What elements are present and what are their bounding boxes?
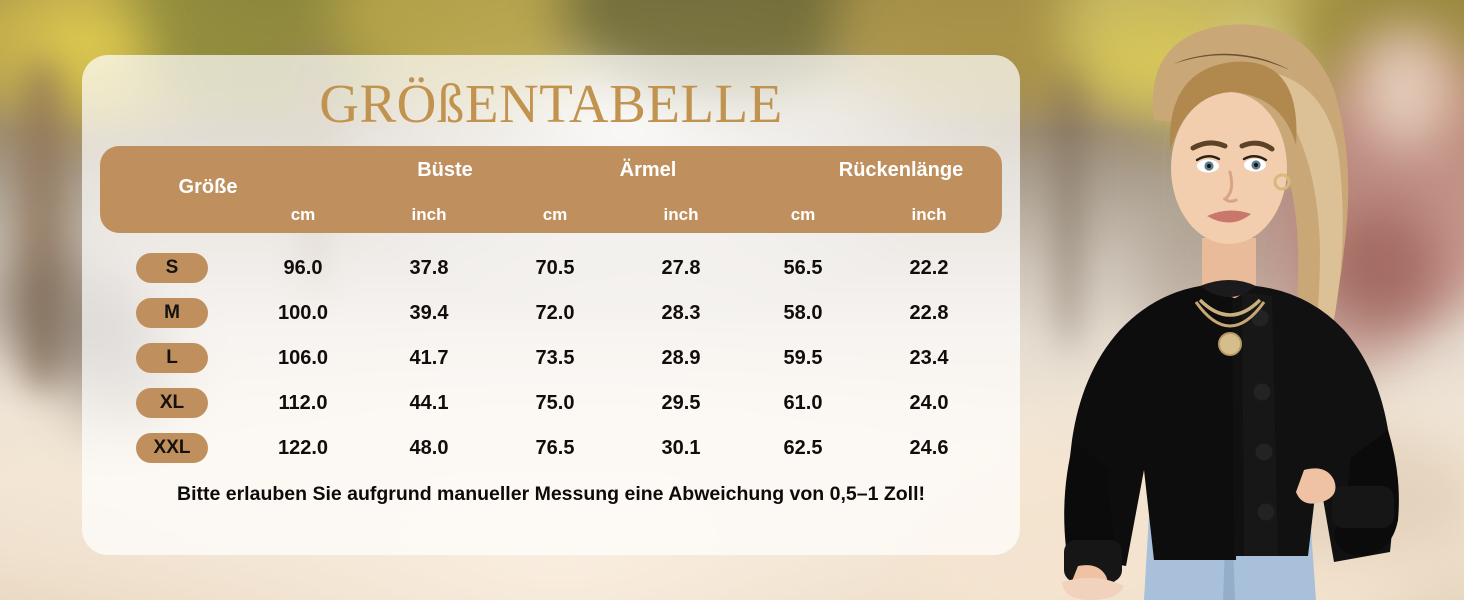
lips: [1207, 210, 1251, 223]
cell-backlength-inch: 22.2: [909, 257, 949, 279]
cardigan-placket: [1242, 292, 1278, 556]
size-badge: S: [136, 253, 208, 283]
column-header-sleeve-cm: cm: [542, 205, 568, 224]
page-title: GRÖßENTABELLE: [319, 73, 783, 134]
size-table: Größe Büste Ärmel Rückenlänge cm inch cm…: [82, 55, 1020, 555]
table-row: L 106.0 41.7 73.5 28.9 59.5 23.4: [82, 343, 1020, 388]
cell-bust-cm: 122.0: [277, 437, 329, 459]
cell-bust-cm: 106.0: [277, 347, 329, 369]
cell-bust-inch: 48.0: [409, 437, 449, 459]
cardigan-button: [1255, 443, 1273, 461]
cell-backlength-inch: 22.8: [909, 302, 949, 324]
table-row: M 100.0 39.4 72.0 28.3 58.0 22.8: [82, 298, 1020, 343]
window-blob: [1360, 30, 1450, 150]
hand-right: [1296, 468, 1336, 504]
cell-bust-inch: 39.4: [409, 302, 449, 324]
column-header-backlength-cm: cm: [790, 205, 816, 224]
shoe: [1062, 577, 1124, 600]
cell-bust-inch: 41.7: [409, 347, 449, 369]
cell-backlength-cm: 62.5: [783, 437, 823, 459]
size-badge: XL: [136, 388, 208, 418]
cell-backlength-inch: 24.6: [909, 437, 949, 459]
cell-sleeve-inch: 28.9: [661, 347, 701, 369]
column-group-header-sleeve: Ärmel: [619, 159, 677, 181]
size-badge: L: [136, 343, 208, 373]
cell-backlength-cm: 58.0: [783, 302, 823, 324]
model-photo: [1062, 24, 1399, 600]
cardigan-left: [1067, 286, 1240, 566]
cell-sleeve-inch: 28.3: [661, 302, 701, 324]
cardigan-button: [1257, 503, 1275, 521]
cell-bust-cm: 100.0: [277, 302, 329, 324]
cardigan-collar: [1200, 280, 1256, 297]
cell-backlength-cm: 56.5: [783, 257, 823, 279]
column-header-bust-cm: cm: [290, 205, 316, 224]
cell-bust-cm: 112.0: [278, 392, 328, 414]
size-badge: M: [136, 298, 208, 328]
cell-sleeve-inch: 30.1: [661, 437, 701, 459]
earring: [1273, 173, 1291, 191]
cell-backlength-cm: 59.5: [783, 347, 823, 369]
eyebrow-right: [1239, 140, 1275, 152]
cell-bust-inch: 44.1: [409, 392, 449, 414]
table-row: XXL 122.0 48.0 76.5 30.1 62.5 24.6: [82, 433, 1020, 478]
table-header-band: [100, 146, 1002, 233]
column-header-size: Größe: [178, 176, 238, 198]
tree-trunk: [18, 60, 66, 390]
cuff-right: [1332, 486, 1394, 528]
cell-backlength-inch: 23.4: [909, 347, 949, 369]
cell-backlength-inch: 24.0: [909, 392, 949, 414]
cell-sleeve-cm: 73.5: [535, 347, 575, 369]
table-row: XL 112.0 44.1 75.0 29.5 61.0 24.0: [82, 388, 1020, 433]
pendant: [1218, 332, 1242, 356]
cell-sleeve-cm: 75.0: [535, 392, 575, 414]
column-header-bust-inch: inch: [411, 205, 447, 224]
size-badge: XXL: [136, 433, 208, 463]
table-row: S 96.0 37.8 70.5 27.8 56.5 22.2: [82, 253, 1020, 298]
cell-sleeve-cm: 70.5: [535, 257, 575, 279]
column-group-header-backlength: Rückenlänge: [838, 159, 964, 181]
nose: [1222, 170, 1238, 203]
necklace-pendant-chain: [1194, 301, 1266, 328]
eyebrow-left: [1190, 140, 1228, 151]
cell-bust-cm: 96.0: [283, 257, 323, 279]
column-header-sleeve-inch: inch: [663, 205, 699, 224]
measurement-disclaimer: Bitte erlauben Sie aufgrund manueller Me…: [177, 483, 925, 505]
cell-backlength-cm: 61.0: [783, 392, 823, 414]
column-group-header-bust: Büste: [417, 159, 473, 181]
cell-sleeve-inch: 29.5: [661, 392, 701, 414]
face: [1171, 92, 1287, 244]
cardigan-button: [1253, 383, 1271, 401]
cell-sleeve-inch: 27.8: [661, 257, 701, 279]
column-header-backlength-inch: inch: [911, 205, 947, 224]
cell-sleeve-cm: 72.0: [535, 302, 575, 324]
cell-bust-inch: 37.8: [409, 257, 449, 279]
necklace-chain: [1198, 298, 1262, 317]
street-pole: [1058, 70, 1080, 350]
hair-front: [1169, 61, 1297, 151]
cell-sleeve-cm: 76.5: [535, 437, 575, 459]
size-chart-card: GRÖßENTABELLE Größe Büste Ärmel Rückenlä…: [82, 55, 1020, 555]
